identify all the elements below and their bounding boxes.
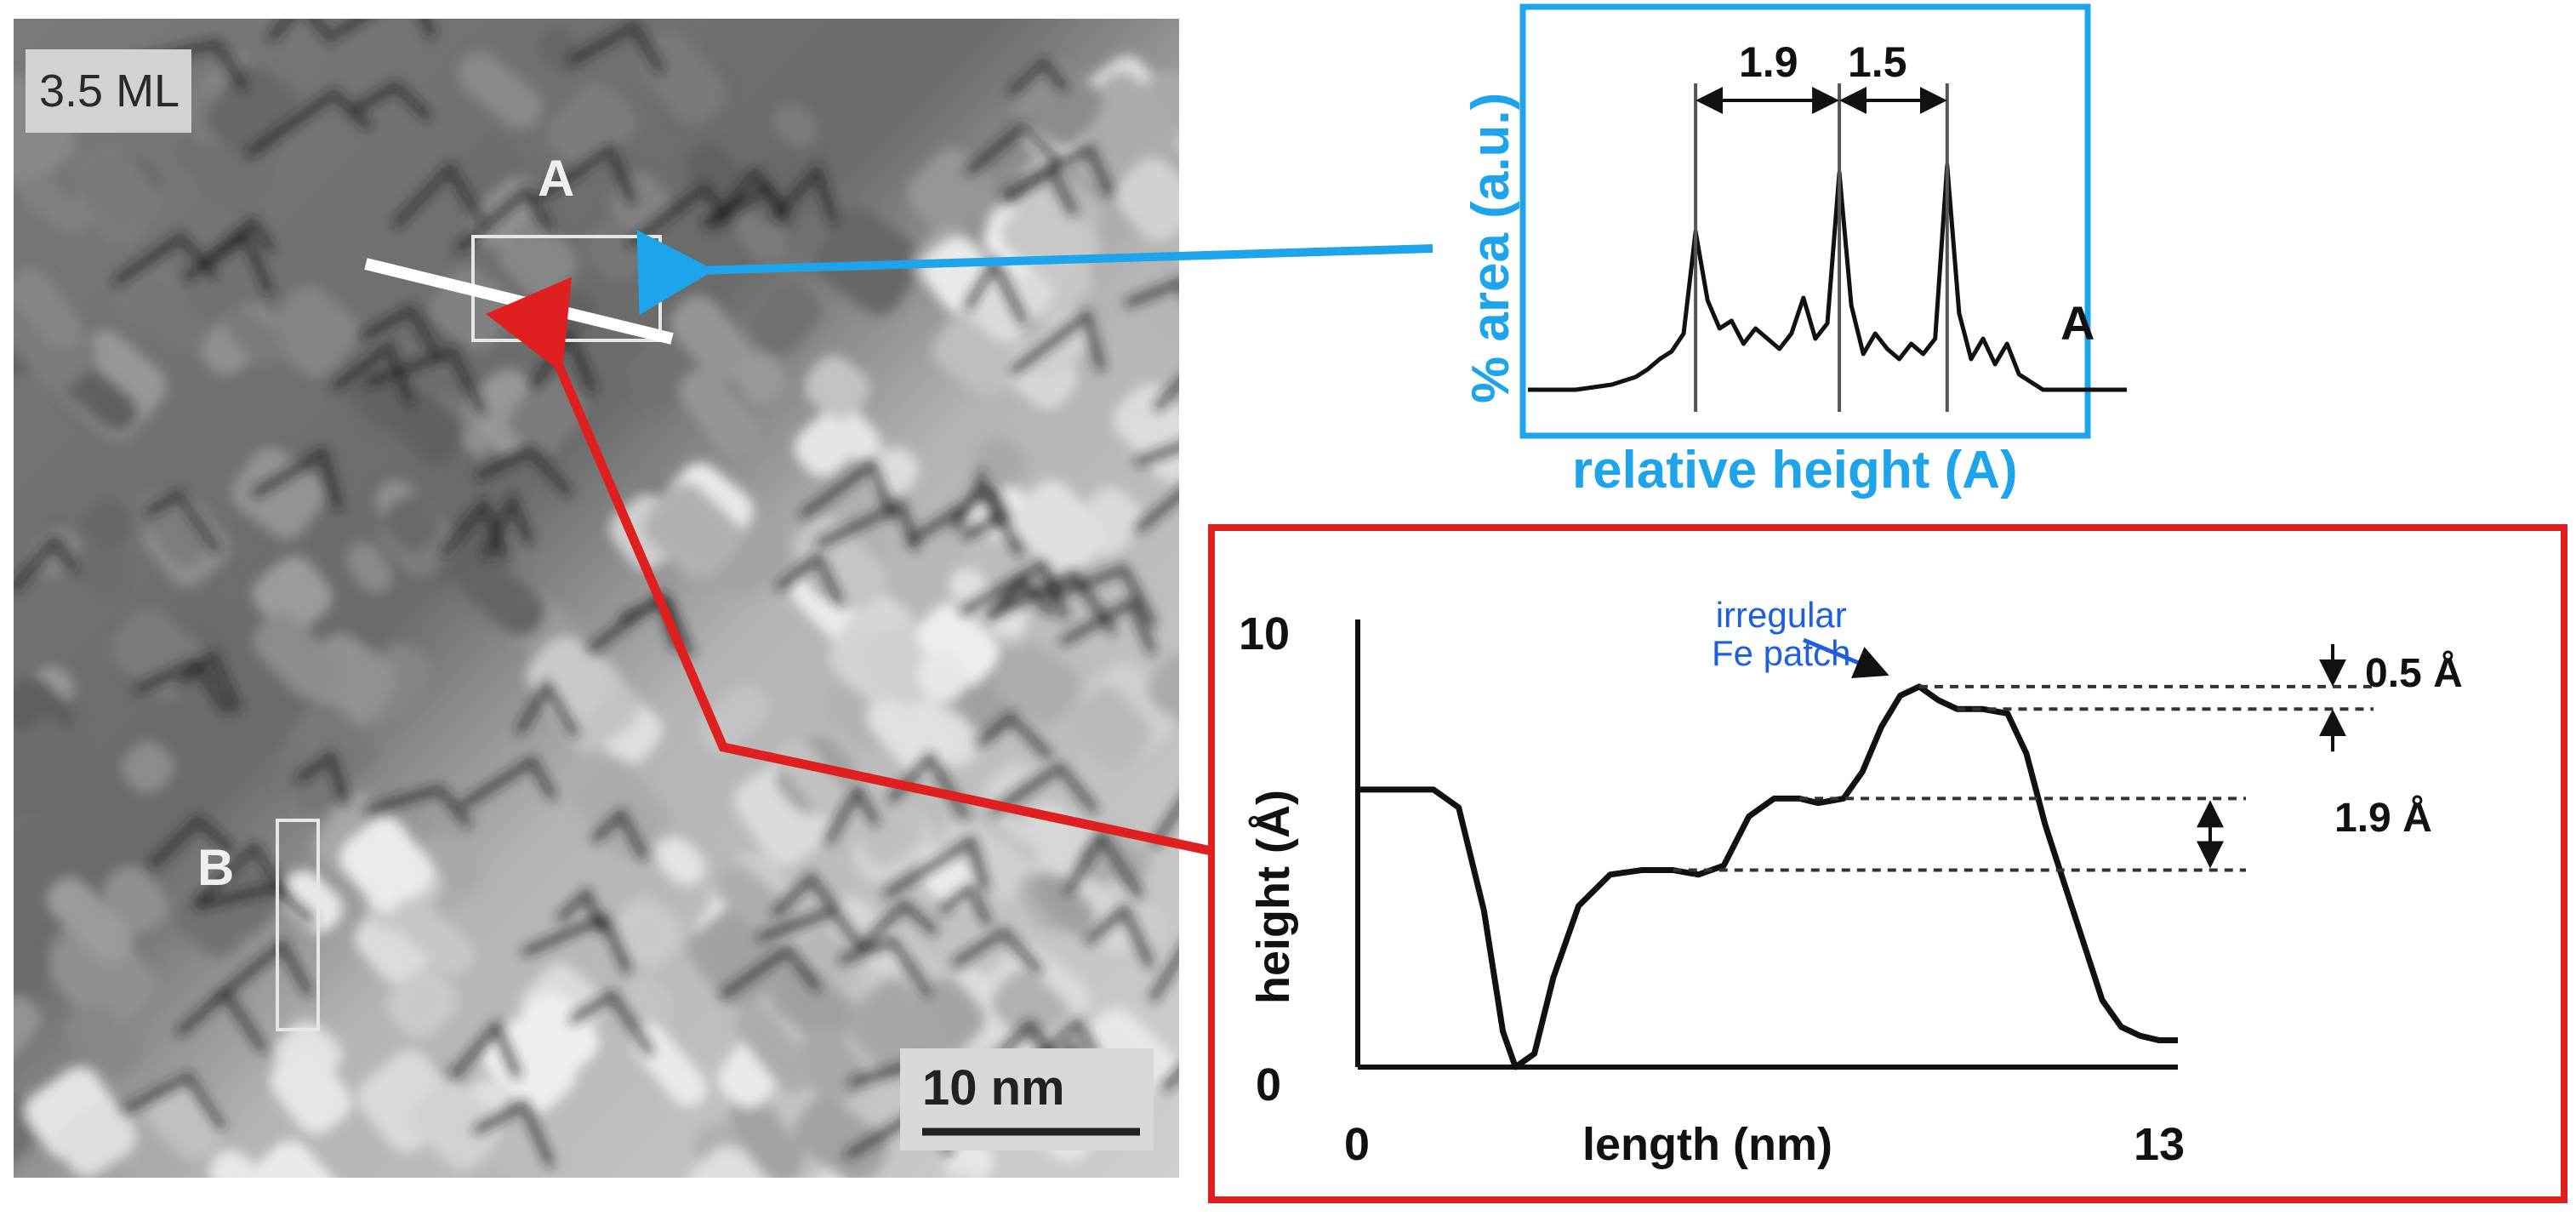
profile-y-tick-max: 10 xyxy=(1239,608,1291,659)
profile-step-small-label: 0.5 Å xyxy=(2365,651,2463,696)
histogram-x-axis-label: relative height (A) xyxy=(1572,441,2018,500)
scale-bar-label: 10 nm xyxy=(922,1060,1065,1116)
histogram-curve-label: A xyxy=(2060,296,2095,350)
region-b-label: B xyxy=(197,839,235,896)
stm-image xyxy=(14,19,1179,1178)
profile-plot xyxy=(1355,619,2374,1070)
profile-x-tick-min: 0 xyxy=(1344,1119,1371,1170)
profile-step-large-label: 1.9 Å xyxy=(2334,796,2432,841)
blue-arrow xyxy=(636,230,1433,316)
profile-y-axis-label: height (Å) xyxy=(1248,790,1299,1004)
profile-line xyxy=(1358,683,2178,1070)
histogram-panel-border xyxy=(1519,3,2091,439)
region-a-label: A xyxy=(538,150,575,207)
coverage-label: 3.5 ML xyxy=(26,49,192,133)
profile-annotation: irregular Fe patch xyxy=(1712,596,1850,673)
histogram-plot xyxy=(1528,83,2127,412)
histogram-step-2-label: 1.5 xyxy=(1848,38,1907,86)
profile-panel-border xyxy=(1208,524,2567,1203)
region-b-box xyxy=(276,819,320,1031)
profile-x-tick-max: 13 xyxy=(2134,1119,2186,1170)
red-arrow xyxy=(486,277,1213,856)
profile-annotation-pointer xyxy=(1803,637,1889,678)
histogram-y-axis-label: % area (a.u.) xyxy=(1462,92,1520,403)
profile-annotation-line-2: Fe patch xyxy=(1712,633,1851,674)
profile-x-axis-label: length (nm) xyxy=(1582,1119,1832,1170)
histogram-step-1-label: 1.9 xyxy=(1739,38,1798,86)
profile-y-tick-min: 0 xyxy=(1256,1059,1282,1110)
profile-annotation-line-1: irregular xyxy=(1715,595,1847,635)
